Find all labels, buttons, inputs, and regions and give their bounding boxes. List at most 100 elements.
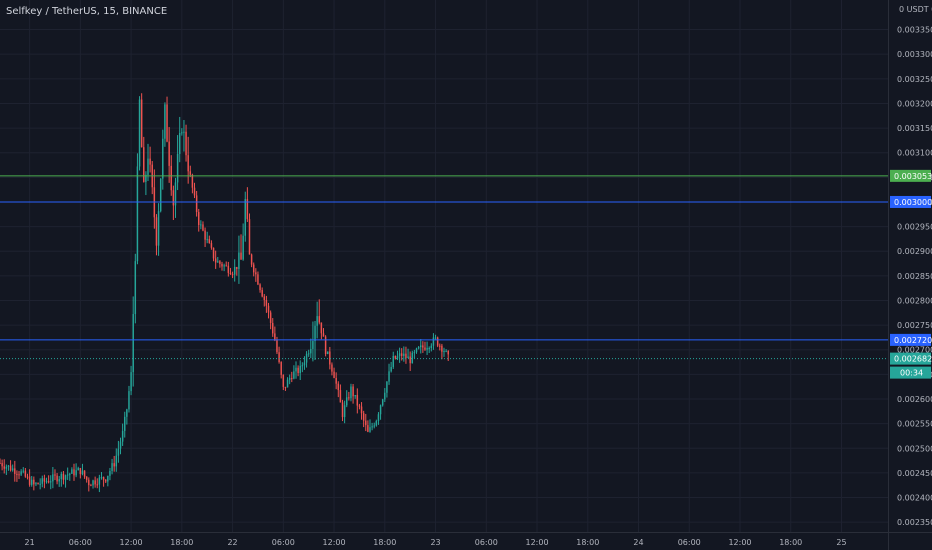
candle-body[interactable]: [81, 470, 84, 475]
candle-body[interactable]: [225, 265, 227, 267]
candle-body[interactable]: [145, 174, 147, 182]
candle-body[interactable]: [265, 300, 268, 306]
candle-body[interactable]: [422, 345, 424, 348]
candle-body[interactable]: [219, 261, 221, 264]
candle-body[interactable]: [11, 468, 14, 471]
candle-body[interactable]: [109, 470, 111, 476]
candle-body[interactable]: [335, 377, 337, 384]
candle-body[interactable]: [282, 374, 285, 387]
candle-body[interactable]: [263, 296, 266, 301]
candle-body[interactable]: [24, 470, 27, 477]
candle-body[interactable]: [274, 333, 276, 341]
horizontal-lines[interactable]: [0, 175, 888, 360]
candle-body[interactable]: [246, 199, 249, 220]
candle-body[interactable]: [155, 217, 158, 246]
candle-body[interactable]: [170, 165, 172, 191]
candle-body[interactable]: [115, 455, 118, 467]
candle-body[interactable]: [322, 333, 325, 337]
candle-body[interactable]: [269, 312, 272, 323]
candle-body[interactable]: [409, 356, 411, 364]
candle-body[interactable]: [117, 448, 120, 456]
candle-body[interactable]: [202, 224, 204, 231]
candle-body[interactable]: [286, 379, 289, 388]
candle-body[interactable]: [316, 316, 318, 326]
candle-body[interactable]: [439, 345, 441, 347]
candle-body[interactable]: [407, 356, 409, 359]
candle-body[interactable]: [121, 430, 124, 442]
candle-body[interactable]: [428, 347, 430, 349]
candle-body[interactable]: [90, 485, 92, 487]
candle-body[interactable]: [238, 252, 240, 269]
candle-body[interactable]: [14, 468, 16, 474]
candle-body[interactable]: [56, 475, 58, 482]
candle-body[interactable]: [20, 471, 22, 475]
candle-body[interactable]: [168, 141, 170, 166]
candle-body[interactable]: [83, 470, 86, 477]
candle-body[interactable]: [236, 266, 238, 269]
candle-body[interactable]: [396, 355, 399, 359]
candle-body[interactable]: [392, 355, 394, 367]
candle-body[interactable]: [100, 477, 103, 479]
candle-body[interactable]: [341, 402, 344, 418]
candle-body[interactable]: [185, 131, 187, 156]
candle-body[interactable]: [174, 182, 177, 206]
candle-body[interactable]: [166, 104, 168, 142]
candle-body[interactable]: [164, 104, 166, 139]
candle-body[interactable]: [66, 474, 69, 476]
candle-body[interactable]: [35, 483, 37, 485]
candle-body[interactable]: [352, 386, 354, 397]
candle-body[interactable]: [343, 405, 346, 418]
candle-body[interactable]: [221, 263, 223, 267]
candle-body[interactable]: [356, 395, 359, 406]
candle-body[interactable]: [339, 390, 342, 403]
candle-body[interactable]: [415, 348, 418, 353]
candle-body[interactable]: [276, 340, 278, 353]
candle-body[interactable]: [132, 314, 134, 373]
candle-body[interactable]: [257, 274, 259, 285]
candle-body[interactable]: [259, 284, 261, 291]
candle-body[interactable]: [210, 243, 213, 248]
candle-body[interactable]: [443, 351, 445, 353]
candle-body[interactable]: [248, 219, 251, 255]
candle-body[interactable]: [47, 481, 50, 483]
candle-body[interactable]: [432, 337, 435, 346]
candle-body[interactable]: [261, 290, 263, 297]
candle-body[interactable]: [69, 473, 71, 475]
candle-body[interactable]: [288, 378, 291, 380]
candle-body[interactable]: [104, 479, 107, 482]
candle-body[interactable]: [159, 178, 162, 212]
candle-body[interactable]: [18, 474, 20, 476]
candle-body[interactable]: [324, 336, 327, 355]
candle-body[interactable]: [293, 371, 295, 379]
candle-body[interactable]: [92, 480, 94, 486]
candle-body[interactable]: [62, 473, 65, 480]
candle-body[interactable]: [278, 352, 280, 363]
candle-body[interactable]: [326, 351, 329, 355]
candle-body[interactable]: [354, 395, 356, 397]
candle-body[interactable]: [430, 345, 433, 348]
candle-body[interactable]: [22, 470, 24, 472]
candle-body[interactable]: [413, 352, 416, 354]
candle-body[interactable]: [280, 362, 282, 375]
candle-body[interactable]: [7, 465, 10, 467]
candle-body[interactable]: [350, 386, 352, 399]
candle-body[interactable]: [367, 425, 369, 432]
candle-body[interactable]: [377, 414, 380, 421]
candle-body[interactable]: [37, 483, 39, 485]
candles[interactable]: [0, 93, 449, 493]
candle-body[interactable]: [107, 475, 109, 482]
candle-body[interactable]: [195, 195, 198, 213]
candle-body[interactable]: [358, 405, 361, 407]
candle-body[interactable]: [33, 479, 35, 485]
candle-body[interactable]: [252, 264, 255, 273]
candle-body[interactable]: [102, 477, 105, 480]
candle-body[interactable]: [212, 247, 215, 259]
candle-body[interactable]: [360, 406, 363, 414]
candle-body[interactable]: [398, 353, 401, 356]
candle-body[interactable]: [94, 480, 96, 485]
candle-body[interactable]: [365, 420, 367, 426]
candle-body[interactable]: [299, 365, 301, 374]
candle-body[interactable]: [400, 353, 403, 356]
candle-body[interactable]: [272, 322, 274, 334]
candle-body[interactable]: [181, 132, 183, 134]
